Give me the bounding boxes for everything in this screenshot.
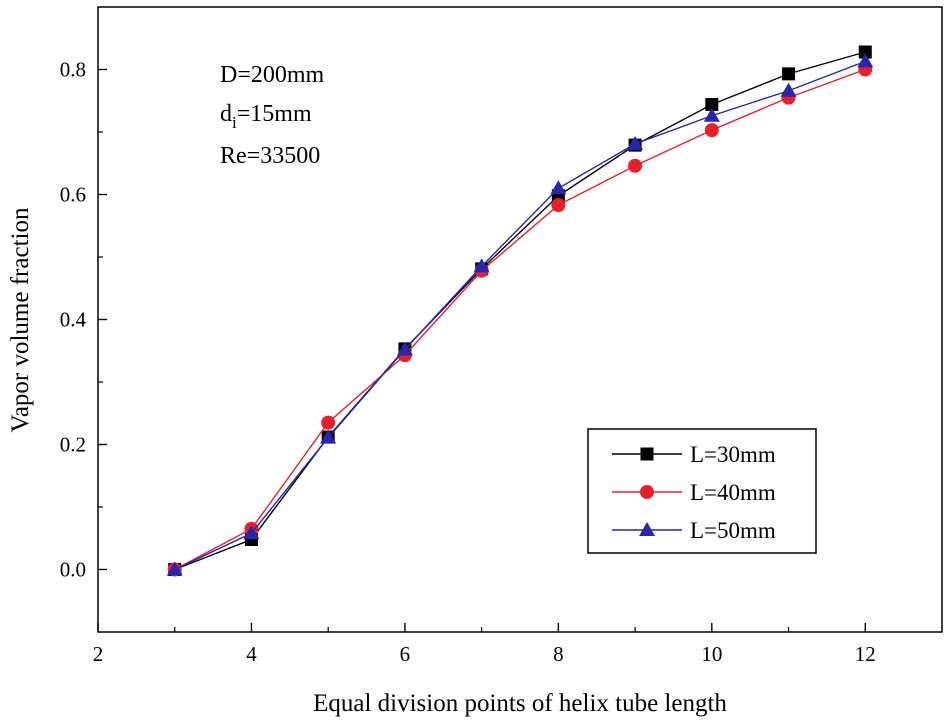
y-axis-label: Vapor volume fraction <box>7 207 34 432</box>
annotation-block: D=200mm di=15mm Re=33500 <box>220 62 325 169</box>
annotation-inner-diameter: di=15mm <box>220 101 312 132</box>
data-point <box>551 198 565 212</box>
y-tick-label: 0.6 <box>60 183 86 207</box>
x-tick-label: 6 <box>400 642 411 666</box>
data-point <box>781 83 797 97</box>
annotation-d: d <box>220 101 232 127</box>
y-tick-label: 0.2 <box>60 433 86 457</box>
legend-marker <box>640 485 654 499</box>
data-point <box>321 416 335 430</box>
x-tick-label: 2 <box>93 642 104 666</box>
legend: L=30mm L=40mm L=50mm <box>588 429 816 553</box>
x-tick-label: 4 <box>246 642 257 666</box>
y-tick-label: 0.8 <box>60 58 86 82</box>
x-tick-label: 8 <box>553 642 564 666</box>
line-chart: 2 4 6 8 10 12 0.0 0.2 0.4 0.6 0.8 Vapor volume fra… <box>0 0 950 728</box>
data-point <box>782 67 795 80</box>
legend-marker <box>641 448 654 461</box>
legend-label: L=30mm <box>690 442 776 467</box>
legend-label: L=50mm <box>690 518 776 543</box>
annotation-inner-value: =15mm <box>237 101 312 127</box>
annotation-reynolds: Re=33500 <box>220 143 320 169</box>
annotation-diameter: D=200mm <box>220 62 325 88</box>
data-point <box>705 123 719 137</box>
legend-label: L=40mm <box>690 480 776 505</box>
x-tick-label: 10 <box>701 642 722 666</box>
x-tick-label: 12 <box>855 642 876 666</box>
data-point <box>550 180 566 194</box>
y-tick-label: 0.0 <box>60 558 86 582</box>
y-tick-label: 0.4 <box>60 308 87 332</box>
data-point <box>628 159 642 173</box>
x-axis-label: Equal division points of helix tube leng… <box>313 690 727 717</box>
